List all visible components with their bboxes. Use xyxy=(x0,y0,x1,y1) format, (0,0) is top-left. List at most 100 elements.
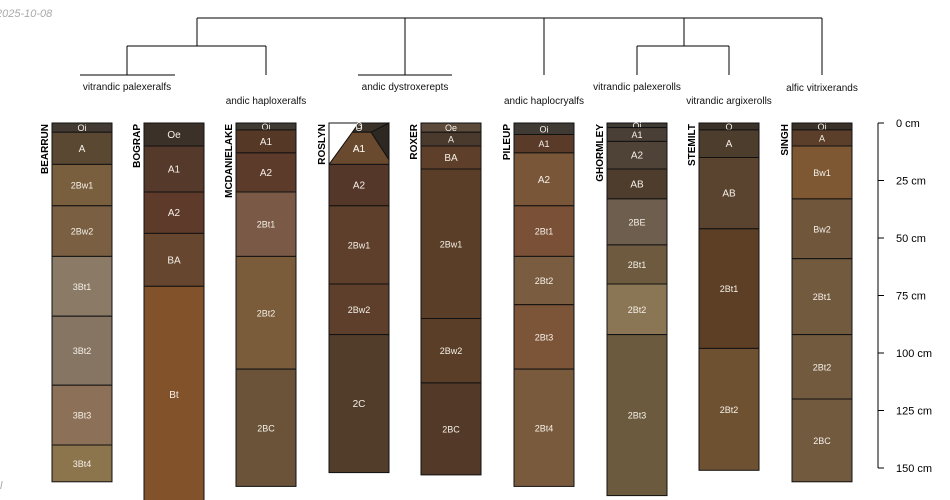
soil-profile: OiA Bw1 Bw2 2Bt1 2Bt2 2BC SINGH xyxy=(780,122,853,483)
horizon xyxy=(235,255,297,370)
soil-profile: Oe A BA 2Bw1 2Bw2 2BC ROXER xyxy=(409,122,482,476)
horizon-label: 2Bt2 xyxy=(628,305,647,315)
horizon-label: BA xyxy=(167,255,181,266)
horizon-label: 2Bw2 xyxy=(71,227,94,237)
horizon-label: 2Bw1 xyxy=(440,239,463,249)
horizon xyxy=(606,198,668,246)
taxon-label: alfic vitrixerands xyxy=(786,83,858,94)
taxon-label: vitrandic argixerolls xyxy=(686,96,772,107)
horizon-label: A1 xyxy=(631,130,642,140)
horizon-label: 3Bt2 xyxy=(73,346,92,356)
horizon xyxy=(235,191,297,257)
horizon xyxy=(606,168,668,200)
horizon-label: 2Bt1 xyxy=(535,227,554,237)
horizon-label: 2Bt1 xyxy=(628,260,647,270)
horizon xyxy=(143,232,205,287)
horizon-label: O xyxy=(355,123,362,133)
taxon-label: vitrandic palexeralfs xyxy=(83,82,171,93)
horizon-label: 2BC xyxy=(813,436,831,446)
taxa-labels: vitrandic palexeralfs andic haploxeralfs a… xyxy=(83,82,858,107)
horizon xyxy=(51,444,113,483)
horizon-label: 2Bt3 xyxy=(628,411,647,421)
horizon-label: Oi xyxy=(78,123,87,133)
depth-axis: 0 cm 25 cm 50 cm 75 cm 100 cm 125 cm 150 cm xyxy=(877,118,932,475)
horizon-label: A1 xyxy=(353,144,366,155)
horizon-label: 2C xyxy=(353,399,366,410)
horizon-label: A xyxy=(448,135,454,145)
horizon-label: Oi xyxy=(633,121,642,131)
horizon-label: Bw1 xyxy=(813,168,831,178)
horizon xyxy=(420,318,482,384)
horizon-label: 3Bt4 xyxy=(73,459,92,469)
profile-name: ROXER xyxy=(409,123,420,159)
horizon xyxy=(143,285,205,500)
horizon-label: A xyxy=(79,144,86,155)
horizon xyxy=(606,244,668,285)
profile-name: SINGH xyxy=(780,124,791,156)
horizon-label: 3Bt1 xyxy=(73,282,92,292)
soil-profile: Oi A1 A2 2Bt1 2Bt2 2Bt3 2Bt4 PILEUP xyxy=(502,122,575,487)
horizon-label: 2BC xyxy=(257,423,275,433)
horizon-label: 2Bt2 xyxy=(720,405,739,415)
horizon xyxy=(420,382,482,476)
horizon-label: A1 xyxy=(260,137,273,148)
horizon-label: A xyxy=(819,133,825,143)
taxon-label: vitrandic palexerolls xyxy=(593,82,681,93)
horizon-label: A1 xyxy=(168,165,181,176)
horizon-label: A xyxy=(726,139,733,150)
horizon-label: 2Bt3 xyxy=(535,332,554,342)
horizon xyxy=(791,334,853,400)
horizon-label: A1 xyxy=(353,144,366,155)
soil-profile: Oe A1 A2 BA Bt BOGRAP xyxy=(132,122,205,500)
horizon-label: A2 xyxy=(631,151,644,162)
corner-mark: l xyxy=(0,480,3,492)
horizon xyxy=(698,228,760,349)
horizon-label: 2Bw2 xyxy=(348,305,371,315)
horizon-label: Bt xyxy=(169,390,179,401)
horizon xyxy=(606,140,668,170)
axis-tick-label: 125 cm xyxy=(896,406,932,418)
horizon xyxy=(328,283,390,336)
horizon xyxy=(698,347,760,471)
horizon xyxy=(143,145,205,193)
taxon-label: andic haploxeralfs xyxy=(226,96,307,107)
profile-name: BOGRAP xyxy=(132,124,143,168)
horizon xyxy=(791,198,853,260)
dendrogram xyxy=(80,17,823,76)
taxon-label: andic haplocryalfs xyxy=(504,96,584,107)
axis-tick-label: 150 cm xyxy=(896,463,932,475)
horizon xyxy=(791,398,853,483)
horizon-inclusion xyxy=(370,122,390,162)
horizon xyxy=(698,157,760,230)
horizon xyxy=(513,255,575,306)
horizon xyxy=(513,304,575,370)
horizon xyxy=(235,368,297,487)
horizon-label: 2BE xyxy=(628,217,645,227)
horizon-label: A2 xyxy=(353,181,366,192)
axis-tick-label: 25 cm xyxy=(896,176,926,188)
horizon xyxy=(51,384,113,446)
horizon-label: Bw2 xyxy=(813,224,831,234)
horizon xyxy=(606,283,668,336)
axis-tick-label: 100 cm xyxy=(896,348,932,360)
horizon xyxy=(698,129,760,158)
horizon xyxy=(328,205,390,285)
horizon xyxy=(513,368,575,487)
horizon-label: 2Bw2 xyxy=(440,346,463,356)
horizon-label: 2Bt1 xyxy=(257,220,276,230)
horizon-label: Oe xyxy=(445,123,457,133)
horizon xyxy=(235,152,297,193)
horizon-label: O xyxy=(725,122,732,132)
horizon-label: 2Bw1 xyxy=(71,181,94,191)
soil-profile: Oi A1 A2 2Bt1 2Bt2 2BC MCDANIELAKE xyxy=(224,122,297,487)
profile-name: GHORMLEY xyxy=(595,124,606,182)
horizon-label: AB xyxy=(630,179,644,190)
horizon-label: O xyxy=(355,121,362,131)
axis-tick-label: 0 cm xyxy=(896,118,920,130)
horizon-label: 2Bt1 xyxy=(813,292,832,302)
horizon xyxy=(143,191,205,234)
profile-name: MCDANIELAKE xyxy=(224,124,235,198)
horizon-label: A1 xyxy=(538,139,549,149)
